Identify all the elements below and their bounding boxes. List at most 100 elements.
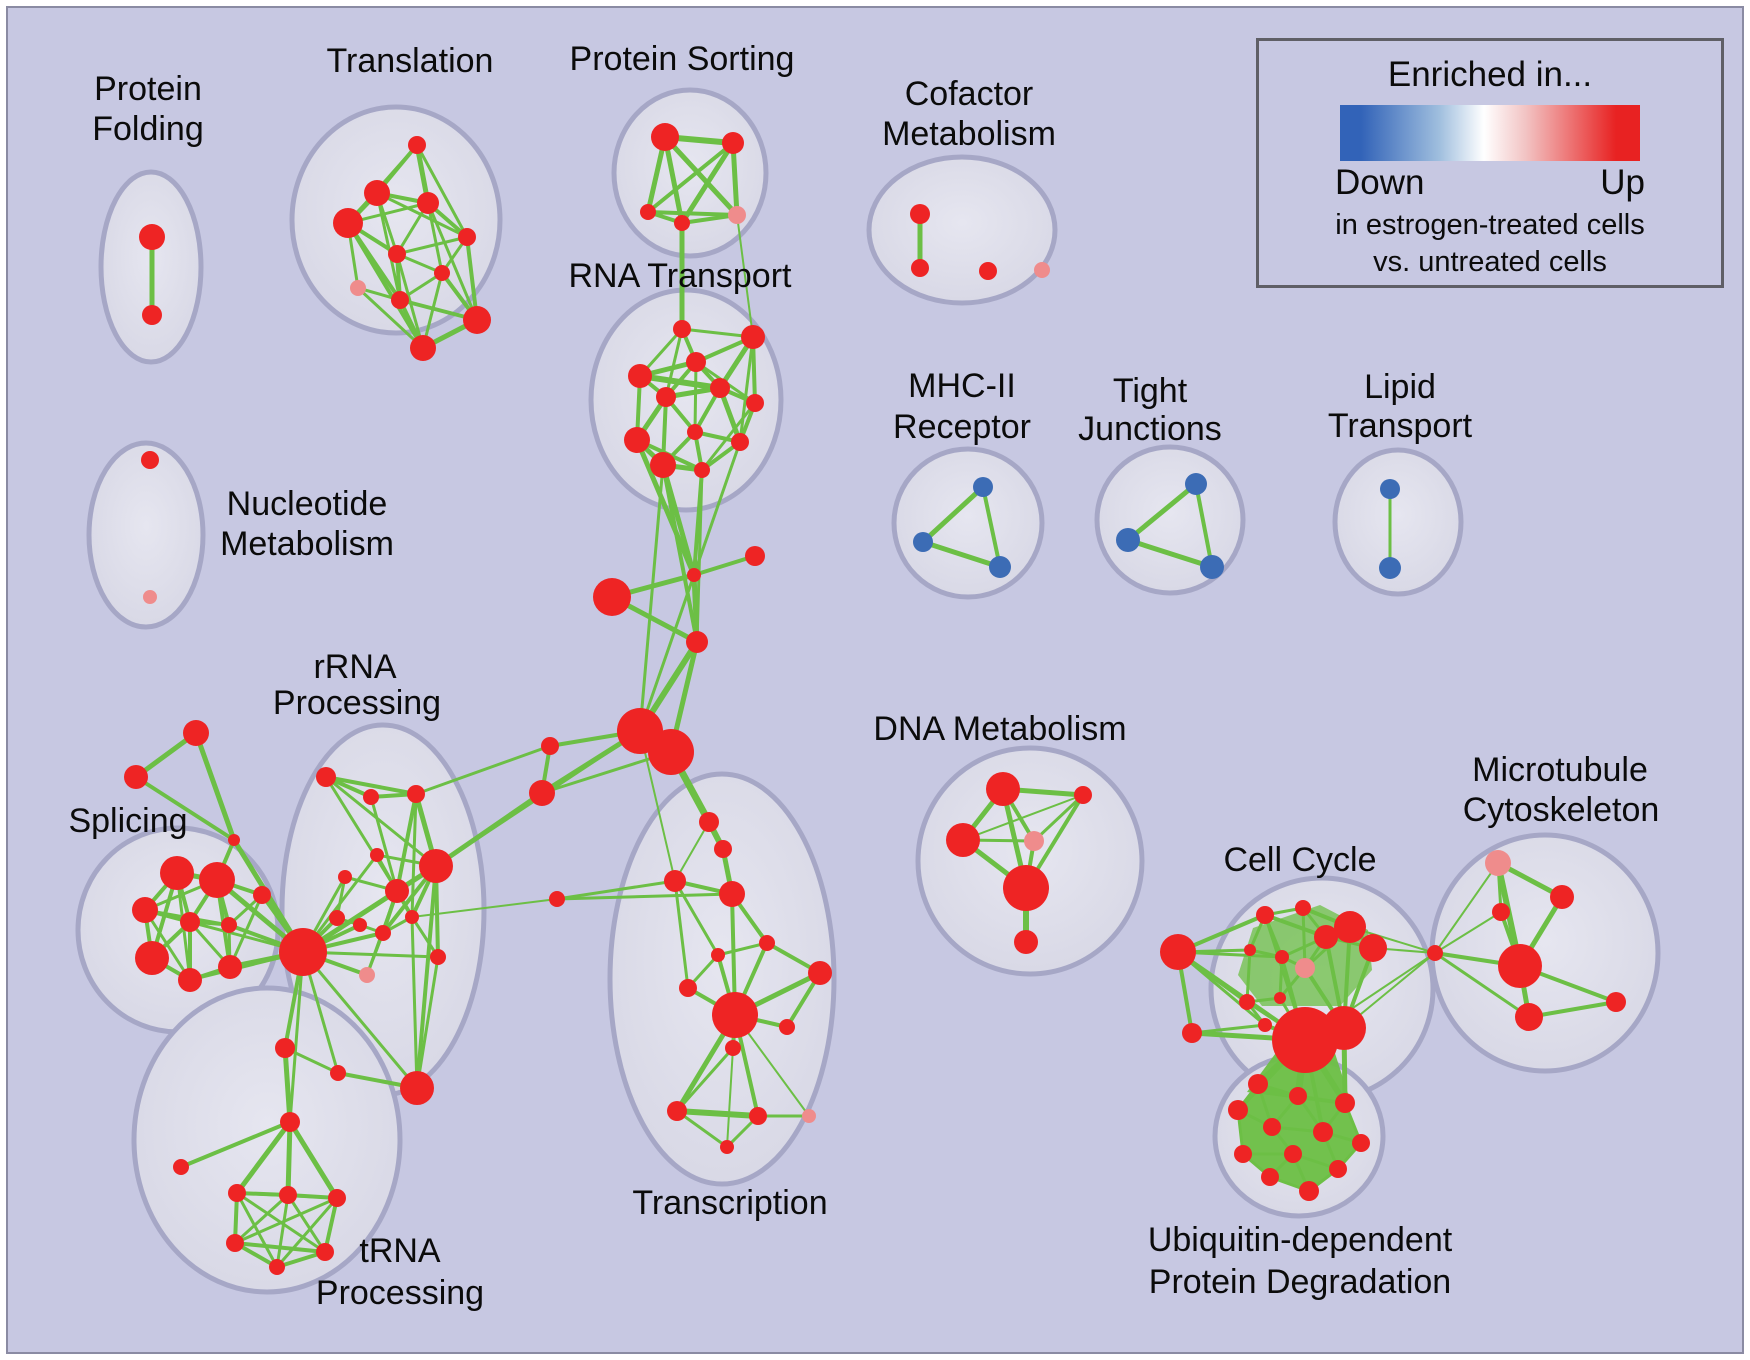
connector-node-0[interactable] (687, 568, 701, 582)
microtubule-cytoskeleton-node-4[interactable] (1515, 1003, 1543, 1031)
rrna-processing-node-15[interactable] (275, 1038, 295, 1058)
transcription-node-12[interactable] (749, 1107, 767, 1125)
trna-processing-node-3[interactable] (279, 1186, 297, 1204)
transcription-node-4[interactable] (711, 948, 725, 962)
cell-cycle-node-10[interactable] (1239, 994, 1255, 1010)
protein-sorting-node-2[interactable] (640, 204, 656, 220)
transcription-node-3[interactable] (719, 881, 745, 907)
dna-metabolism-node-5[interactable] (1014, 930, 1038, 954)
rna-transport-node-10[interactable] (650, 452, 676, 478)
splicing-node-3[interactable] (160, 856, 194, 890)
microtubule-cytoskeleton-node-3[interactable] (1498, 944, 1542, 988)
tight-junctions-node-1[interactable] (1116, 528, 1140, 552)
cell-cycle-node-3[interactable] (1295, 900, 1311, 916)
ubiquitin-node-0[interactable] (1248, 1074, 1268, 1094)
cofactor-metabolism-node-3[interactable] (1034, 262, 1050, 278)
microtubule-cytoskeleton-node-0[interactable] (1485, 850, 1511, 876)
transcription-node-1[interactable] (714, 840, 732, 858)
cofactor-metabolism-node-2[interactable] (979, 262, 997, 280)
translation-node-9[interactable] (463, 306, 491, 334)
ubiquitin-node-11[interactable] (1299, 1181, 1319, 1201)
cell-cycle-node-6[interactable] (1244, 944, 1256, 956)
mhc-ii-receptor-node-0[interactable] (973, 477, 993, 497)
rrna-processing-node-16[interactable] (279, 928, 327, 976)
rna-transport-node-1[interactable] (741, 325, 765, 349)
translation-node-0[interactable] (408, 136, 426, 154)
splicing-node-11[interactable] (253, 886, 271, 904)
rrna-processing-node-14[interactable] (330, 1065, 346, 1081)
transcription-node-9[interactable] (779, 1019, 795, 1035)
trna-processing-node-2[interactable] (228, 1184, 246, 1202)
splicing-node-6[interactable] (180, 912, 200, 932)
cell-cycle-node-0[interactable] (1160, 934, 1196, 970)
microtubule-cytoskeleton-node-1[interactable] (1550, 885, 1574, 909)
splicing-node-4[interactable] (199, 862, 235, 898)
translation-node-2[interactable] (417, 192, 439, 214)
transcription-node-5[interactable] (759, 935, 775, 951)
rrna-processing-node-1[interactable] (363, 789, 379, 805)
rrna-processing-node-5[interactable] (385, 879, 409, 903)
ubiquitin-node-7[interactable] (1234, 1145, 1252, 1163)
translation-node-8[interactable] (391, 291, 409, 309)
rrna-processing-node-6[interactable] (419, 849, 453, 883)
splicing-node-9[interactable] (178, 968, 202, 992)
rna-transport-node-0[interactable] (673, 320, 691, 338)
transcription-node-2[interactable] (664, 870, 686, 892)
splicing-node-8[interactable] (135, 941, 169, 975)
rna-transport-node-8[interactable] (624, 427, 650, 453)
rrna-processing-node-8[interactable] (353, 918, 367, 932)
trna-processing-node-1[interactable] (173, 1159, 189, 1175)
translation-node-6[interactable] (434, 265, 450, 281)
cell-cycle-node-2[interactable] (1256, 906, 1274, 924)
dna-metabolism-node-2[interactable] (946, 823, 980, 857)
splicing-node-7[interactable] (221, 917, 237, 933)
protein-sorting-node-4[interactable] (728, 206, 746, 224)
rrna-processing-node-10[interactable] (405, 910, 419, 924)
ubiquitin-node-4[interactable] (1263, 1118, 1281, 1136)
connector-node-2[interactable] (593, 578, 631, 616)
microtubule-cytoskeleton-node-5[interactable] (1606, 992, 1626, 1012)
rrna-processing-node-0[interactable] (316, 767, 336, 787)
mhc-ii-receptor-node-1[interactable] (913, 532, 933, 552)
splicing-node-10[interactable] (218, 955, 242, 979)
cell-cycle-node-5[interactable] (1334, 911, 1366, 943)
rrna-processing-node-2[interactable] (407, 785, 425, 803)
cell-cycle-node-11[interactable] (1274, 992, 1286, 1004)
protein-folding-node-0[interactable] (139, 224, 165, 250)
dna-metabolism-node-4[interactable] (1003, 865, 1049, 911)
protein-sorting-node-1[interactable] (722, 132, 744, 154)
connector-node-1[interactable] (745, 546, 765, 566)
splicing-node-0[interactable] (183, 720, 209, 746)
nucleotide-metabolism-node-0[interactable] (141, 451, 159, 469)
rrna-processing-node-4[interactable] (338, 870, 352, 884)
ubiquitin-node-2[interactable] (1335, 1093, 1355, 1113)
trna-processing-node-7[interactable] (269, 1259, 285, 1275)
dna-metabolism-node-1[interactable] (1074, 786, 1092, 804)
rna-transport-node-6[interactable] (746, 394, 764, 412)
rna-transport-node-7[interactable] (687, 424, 703, 440)
translation-node-4[interactable] (458, 228, 476, 246)
translation-node-1[interactable] (364, 180, 390, 206)
rna-transport-node-5[interactable] (656, 387, 676, 407)
cell-cycle-node-7[interactable] (1275, 950, 1289, 964)
cell-cycle-node-12[interactable] (1258, 1018, 1272, 1032)
protein-folding-node-1[interactable] (142, 305, 162, 325)
dna-metabolism-node-0[interactable] (986, 772, 1020, 806)
dna-metabolism-node-3[interactable] (1024, 831, 1044, 851)
translation-node-3[interactable] (333, 208, 363, 238)
transcription-node-6[interactable] (808, 961, 832, 985)
transcription-node-11[interactable] (667, 1101, 687, 1121)
tight-junctions-node-0[interactable] (1185, 473, 1207, 495)
lipid-transport-node-0[interactable] (1380, 479, 1400, 499)
cell-cycle-node-14[interactable] (1322, 1006, 1366, 1050)
trna-processing-node-4[interactable] (328, 1189, 346, 1207)
connector-node-5[interactable] (648, 729, 694, 775)
ubiquitin-node-5[interactable] (1313, 1122, 1333, 1142)
ubiquitin-node-8[interactable] (1284, 1145, 1302, 1163)
cofactor-metabolism-node-1[interactable] (911, 259, 929, 277)
translation-node-10[interactable] (410, 335, 436, 361)
protein-sorting-node-3[interactable] (674, 215, 690, 231)
rna-transport-node-11[interactable] (694, 462, 710, 478)
ubiquitin-node-9[interactable] (1329, 1160, 1347, 1178)
ubiquitin-node-1[interactable] (1289, 1087, 1307, 1105)
